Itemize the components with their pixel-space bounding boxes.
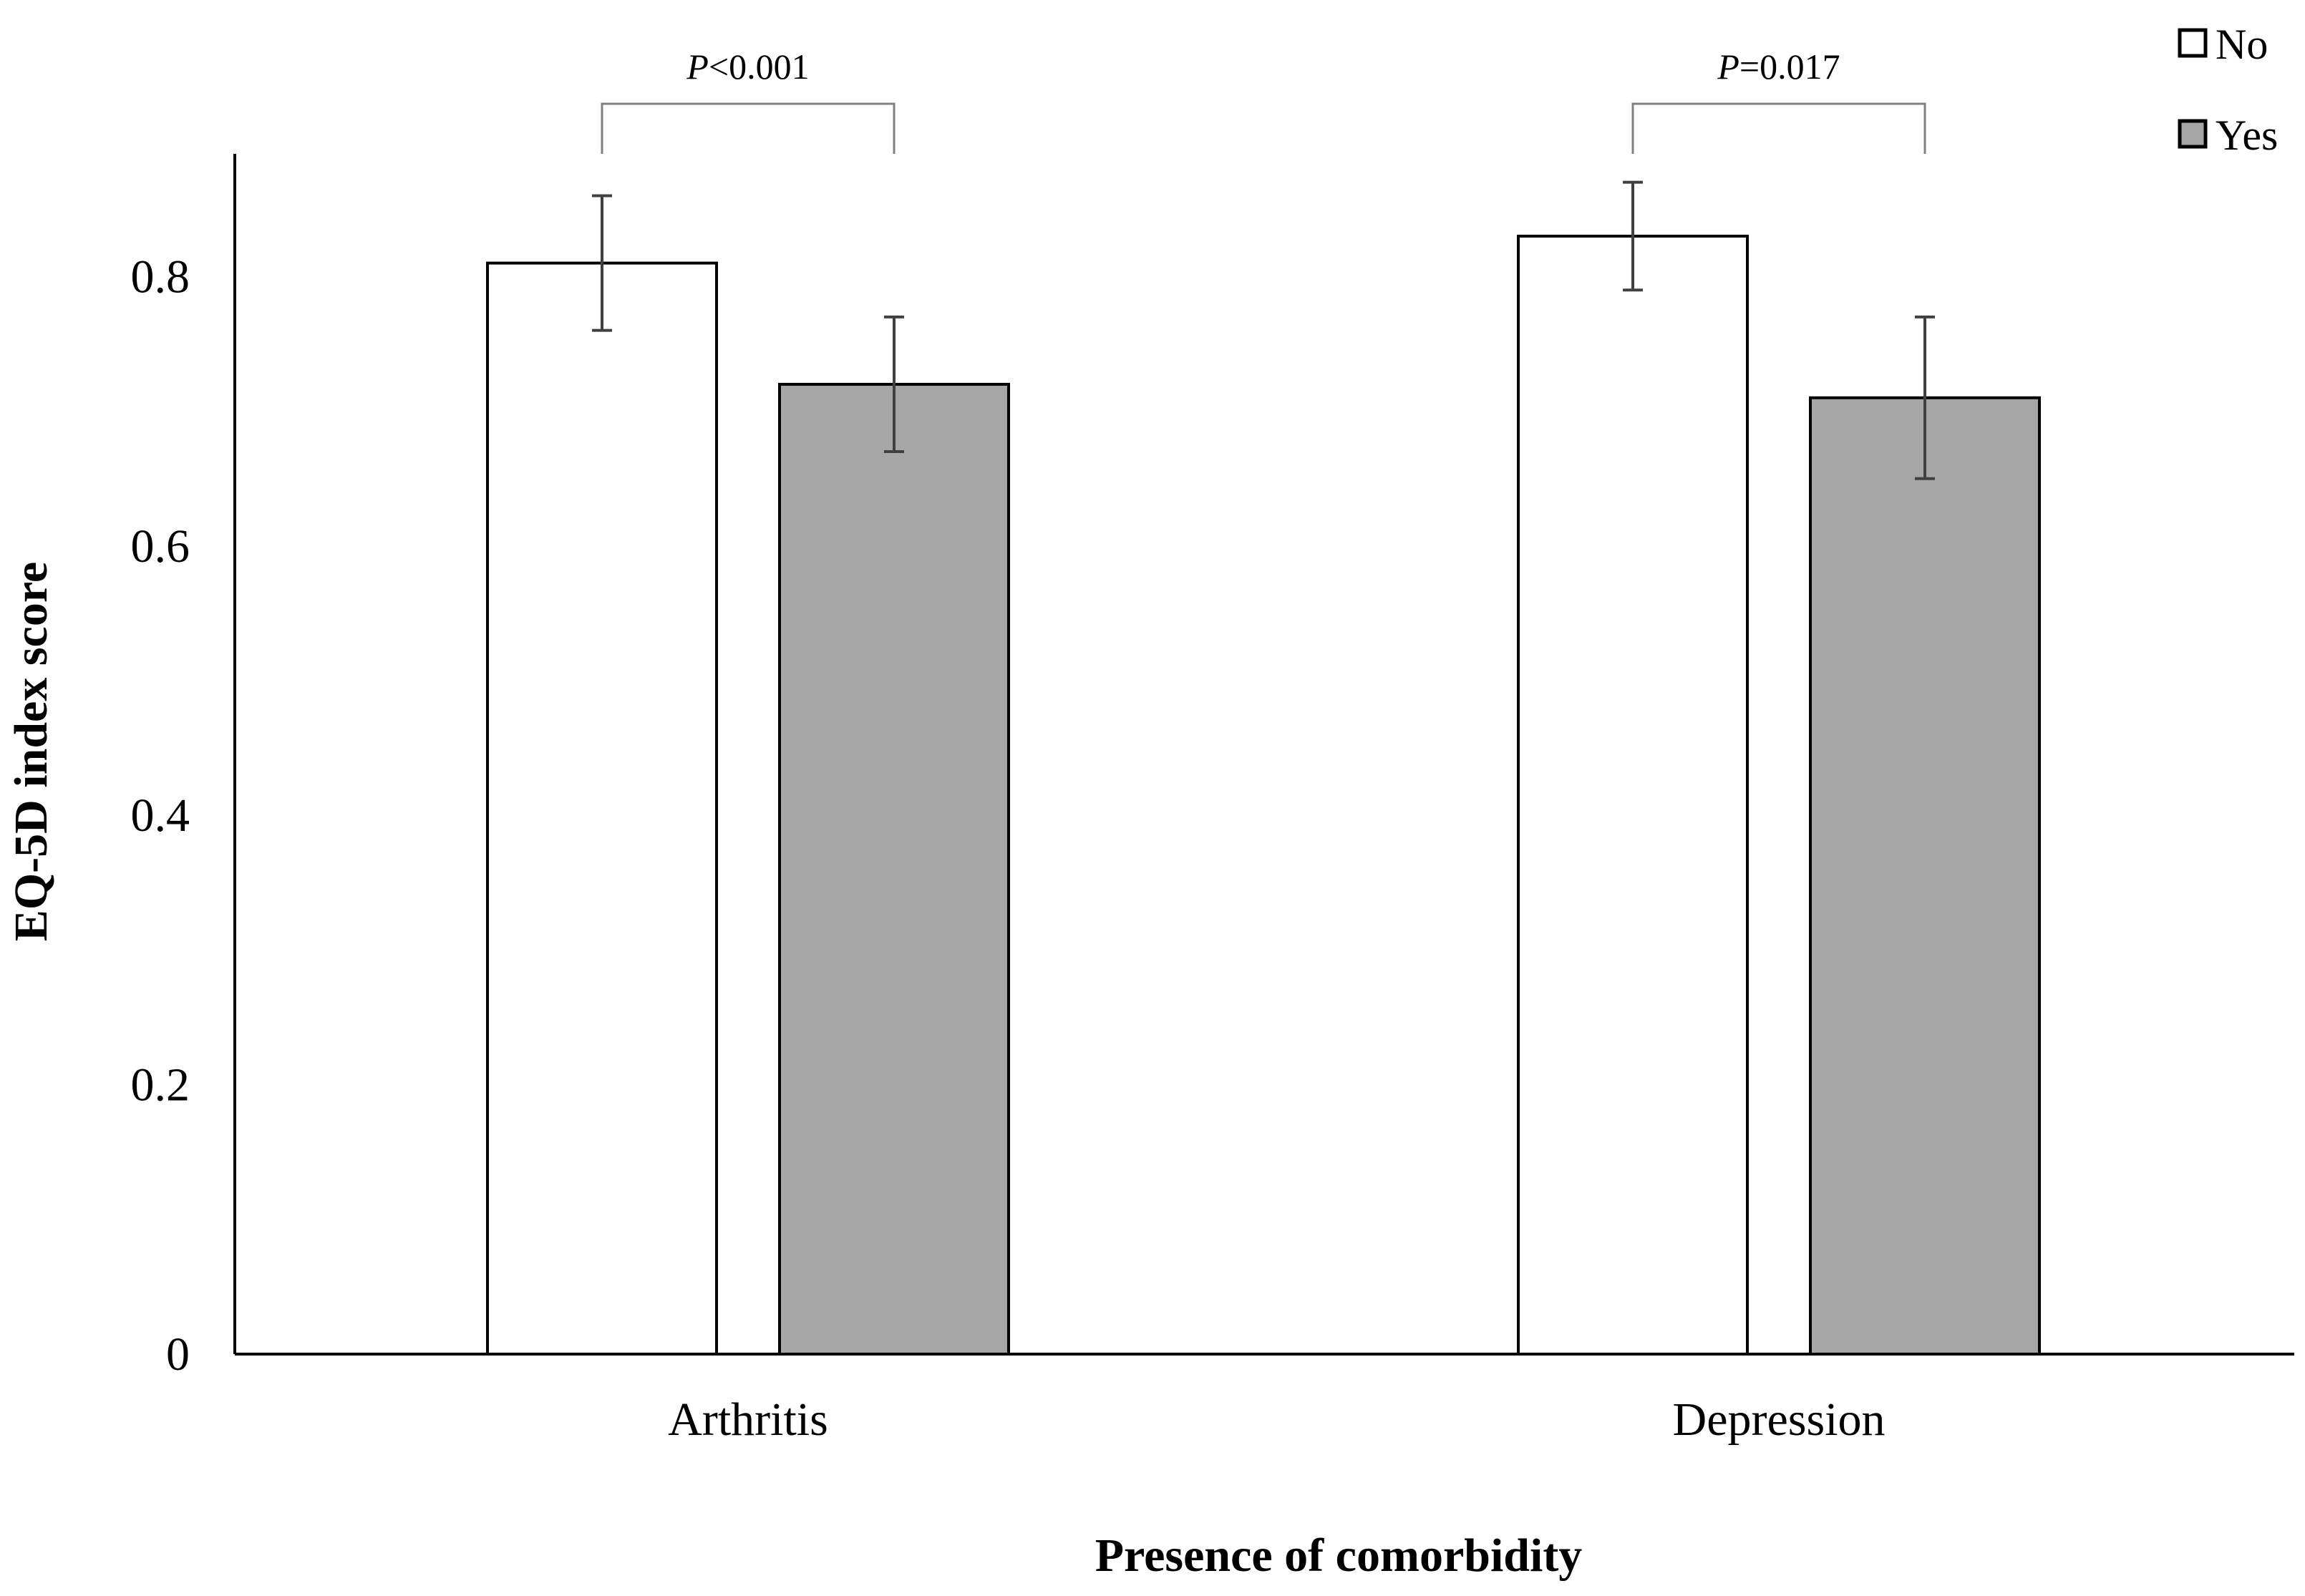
significance-brackets-layer: P<0.001 P=0.017: [601, 47, 1926, 154]
bar-yes-arthritis: [778, 382, 1010, 1356]
p-value-text: =0.017: [1739, 47, 1840, 87]
x-category-label: Arthritis: [668, 1393, 828, 1446]
bar-yes-depression: [1809, 396, 2041, 1356]
legend-label-yes: Yes: [2216, 112, 2278, 159]
legend-swatch-no: [2178, 28, 2208, 58]
bar-no-arthritis: [486, 261, 718, 1356]
x-category-label: Depression: [1673, 1393, 1886, 1446]
significance-bracket: [601, 102, 896, 154]
error-bar-yes-depression: [1915, 315, 1935, 480]
y-tick-label: 0.8: [131, 250, 190, 303]
legend-swatch-yes: [2178, 119, 2208, 149]
error-bars-layer: [592, 180, 1935, 480]
y-tick-labels: 0 0.2 0.4 0.6 0.8: [131, 250, 190, 1381]
legend-label-no: No: [2216, 21, 2268, 68]
error-bar-yes-arthritis: [884, 315, 904, 454]
x-category-labels: Arthritis Depression: [668, 1393, 1885, 1446]
p-value-symbol: P: [1717, 47, 1739, 87]
y-axis-title: EQ-5D index score: [5, 562, 57, 941]
error-bar-no-arthritis: [592, 194, 612, 332]
p-value-label: P=0.017: [1717, 47, 1840, 87]
y-tick-label: 0.6: [131, 520, 190, 573]
y-tick-label: 0.2: [131, 1059, 190, 1111]
error-bar-no-depression: [1623, 180, 1643, 292]
p-value-text: <0.001: [709, 47, 810, 87]
legend: No Yes: [2178, 21, 2278, 159]
p-value-symbol: P: [686, 47, 709, 87]
y-tick-label: 0: [166, 1328, 190, 1381]
bar-no-depression: [1517, 234, 1749, 1356]
significance-bracket: [1631, 102, 1926, 154]
y-tick-label: 0.4: [131, 789, 190, 842]
p-value-label: P<0.001: [686, 47, 809, 87]
bars-layer: [486, 234, 2041, 1356]
x-axis-title: Presence of comorbidity: [1095, 1529, 1583, 1582]
